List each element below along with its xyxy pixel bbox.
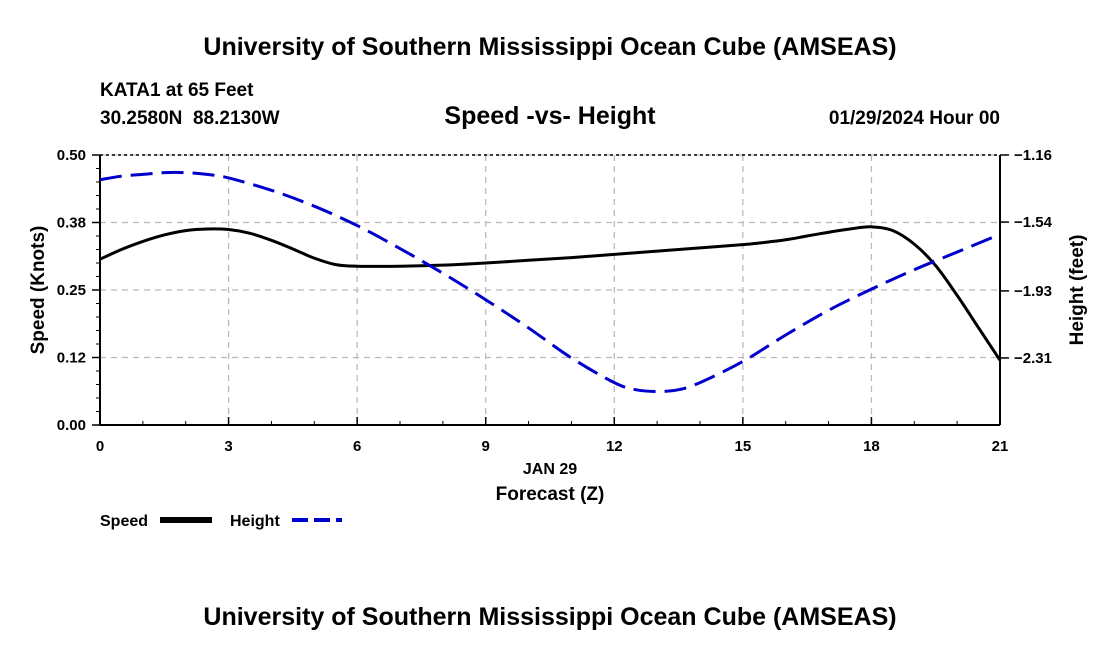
speed-series-line	[99, 225, 1002, 362]
legend-speed-label: Speed	[100, 513, 148, 530]
main-title: University of Southern Mississippi Ocean…	[203, 33, 896, 61]
forecast-date: 01/29/2024 Hour 00	[829, 108, 1000, 129]
x-tick-label: 3	[224, 438, 232, 455]
y-left-tick-label: 0.00	[57, 417, 86, 434]
x-tick-label: 18	[863, 438, 880, 455]
y-left-tick-label: 0.38	[57, 215, 86, 232]
y-right-tick-label: −1.93	[1014, 283, 1052, 300]
y-left-axis-title: Speed (Knots)	[28, 226, 49, 355]
x-tick-label: 9	[482, 438, 490, 455]
legend-height-label: Height	[230, 513, 280, 530]
axes-layer: 0 3 6 9 12 15 18 21 0.00 0.12 0.25 0.38 0.50 −1.16 −1.…	[57, 147, 1053, 455]
series-layer	[99, 170, 1002, 393]
x-tick-label: 6	[353, 438, 361, 455]
station-label: KATA1 at 65 Feet	[100, 80, 254, 101]
y-left-tick-label: 0.25	[57, 282, 86, 299]
footer-title: University of Southern Mississippi Ocean…	[203, 603, 896, 631]
x-axis-date-label: JAN 29	[523, 461, 577, 478]
y-left-tick-label: 0.50	[57, 147, 86, 164]
x-axis-title: Forecast (Z)	[496, 484, 605, 505]
x-tick-label: 12	[606, 438, 623, 455]
coords-label: 30.2580N 88.2130W	[100, 108, 280, 129]
y-right-tick-label: −2.31	[1014, 350, 1052, 367]
y-right-tick-label: −1.54	[1014, 214, 1053, 231]
x-tick-label: 0	[96, 438, 104, 455]
height-series-line	[99, 170, 1001, 393]
x-tick-label: 21	[992, 438, 1009, 455]
y-right-tick-label: −1.16	[1014, 147, 1052, 164]
y-right-axis-title: Height (feet)	[1067, 235, 1088, 346]
chart-subtitle: Speed -vs- Height	[444, 102, 656, 130]
y-left-tick-label: 0.12	[57, 350, 86, 367]
x-tick-label: 15	[735, 438, 752, 455]
legend: Speed Height	[100, 513, 342, 530]
grid-layer	[100, 154, 1000, 425]
